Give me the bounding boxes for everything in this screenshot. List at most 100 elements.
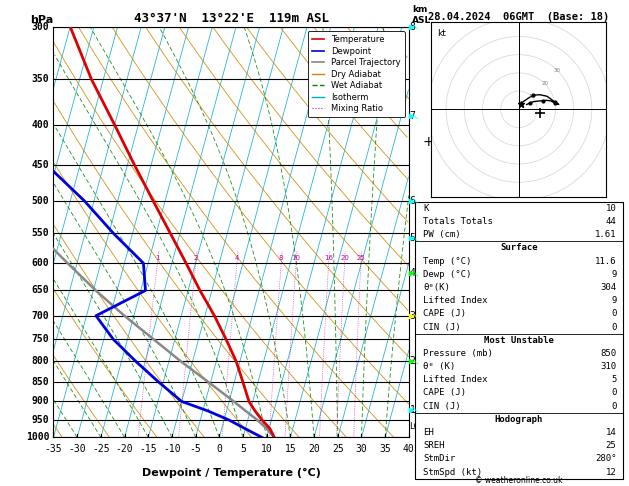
Text: 11.6: 11.6 [595,257,616,265]
Text: 25: 25 [606,441,616,450]
Text: K: K [423,204,429,213]
Text: 15: 15 [284,444,296,453]
Text: 28.04.2024  06GMT  (Base: 18): 28.04.2024 06GMT (Base: 18) [428,12,610,22]
Text: 0: 0 [216,444,222,453]
Text: 500: 500 [31,196,49,206]
Text: CAPE (J): CAPE (J) [423,388,467,398]
Text: 0: 0 [611,323,616,331]
Text: 20: 20 [541,81,548,86]
Text: 0: 0 [611,401,616,411]
Text: 1.61: 1.61 [595,230,616,239]
Text: 650: 650 [31,285,49,295]
Text: 30: 30 [554,68,561,73]
Text: 950: 950 [31,415,49,425]
Text: 14: 14 [606,428,616,437]
Text: 2: 2 [409,356,415,366]
Text: 350: 350 [31,74,49,84]
Text: \: \ [412,234,419,243]
Text: 10: 10 [528,94,535,99]
Text: \: \ [412,196,419,206]
Text: 900: 900 [31,397,49,406]
Text: 20: 20 [340,255,349,261]
Text: 16: 16 [324,255,333,261]
Text: 8: 8 [409,22,415,32]
Text: Mixing Ratio (g/kg): Mixing Ratio (g/kg) [428,210,437,295]
Text: 1000: 1000 [26,433,49,442]
Text: -20: -20 [116,444,133,453]
Text: 1: 1 [409,405,415,415]
Text: StmSpd (kt): StmSpd (kt) [423,468,482,477]
Text: 310: 310 [600,362,616,371]
Text: kt: kt [437,29,445,38]
Text: Lifted Index: Lifted Index [423,296,488,305]
Text: 10: 10 [261,444,272,453]
Text: PW (cm): PW (cm) [423,230,461,239]
Legend: Temperature, Dewpoint, Parcel Trajectory, Dry Adiabat, Wet Adiabat, Isotherm, Mi: Temperature, Dewpoint, Parcel Trajectory… [308,31,404,117]
Text: 40: 40 [403,444,415,453]
Text: 7: 7 [409,111,415,121]
Text: 10: 10 [606,204,616,213]
Text: 5: 5 [240,444,246,453]
Text: 43°37'N  13°22'E  119m ASL: 43°37'N 13°22'E 119m ASL [133,12,329,25]
Text: 0: 0 [611,388,616,398]
Text: Hodograph: Hodograph [495,415,543,424]
Text: Most Unstable: Most Unstable [484,336,554,345]
Text: 30: 30 [355,444,367,453]
Text: 400: 400 [31,120,49,130]
Text: 20: 20 [308,444,320,453]
Text: 9: 9 [611,296,616,305]
Text: Dewpoint / Temperature (°C): Dewpoint / Temperature (°C) [142,468,321,478]
Text: 10: 10 [292,255,301,261]
Text: 3: 3 [409,311,415,321]
Text: 5: 5 [611,375,616,384]
Text: 600: 600 [31,258,49,268]
Text: © weatheronline.co.uk: © weatheronline.co.uk [475,476,563,485]
Text: 2: 2 [194,255,198,261]
Text: -30: -30 [69,444,86,453]
Text: Temp (°C): Temp (°C) [423,257,472,265]
Text: \: \ [412,269,419,278]
Text: \: \ [412,22,419,31]
Text: 12: 12 [606,468,616,477]
Text: -35: -35 [45,444,62,453]
Text: Surface: Surface [500,243,538,252]
Text: 850: 850 [31,377,49,387]
Text: \: \ [412,405,419,415]
Text: \: \ [412,311,419,320]
Text: SREH: SREH [423,441,445,450]
Text: CIN (J): CIN (J) [423,323,461,331]
Text: 550: 550 [31,228,49,239]
Text: 9: 9 [611,270,616,279]
Text: -5: -5 [190,444,201,453]
Text: 700: 700 [31,311,49,321]
Text: hPa: hPa [30,15,53,25]
Text: 4: 4 [409,268,415,278]
Text: CAPE (J): CAPE (J) [423,309,467,318]
Text: Lifted Index: Lifted Index [423,375,488,384]
Text: -10: -10 [163,444,181,453]
Text: 300: 300 [31,22,49,32]
Text: \: \ [412,357,419,366]
Text: -15: -15 [140,444,157,453]
Text: 280°: 280° [595,454,616,464]
Text: 6: 6 [409,196,415,206]
Text: \: \ [412,112,419,121]
Text: km
ASL: km ASL [413,5,431,25]
Text: 800: 800 [31,356,49,366]
Text: -25: -25 [92,444,109,453]
Text: 8: 8 [279,255,284,261]
Text: 850: 850 [600,349,616,358]
Text: Pressure (mb): Pressure (mb) [423,349,493,358]
Text: 25: 25 [332,444,343,453]
Text: 0: 0 [611,309,616,318]
Text: 4: 4 [235,255,239,261]
Text: Totals Totals: Totals Totals [423,217,493,226]
Text: LCL: LCL [409,422,425,431]
Text: +: + [423,135,434,149]
Text: Dewp (°C): Dewp (°C) [423,270,472,279]
Text: 1: 1 [155,255,160,261]
Text: θᵉ (K): θᵉ (K) [423,362,455,371]
Text: θᵉ(K): θᵉ(K) [423,283,450,292]
Text: 35: 35 [379,444,391,453]
Text: 5: 5 [409,233,415,243]
